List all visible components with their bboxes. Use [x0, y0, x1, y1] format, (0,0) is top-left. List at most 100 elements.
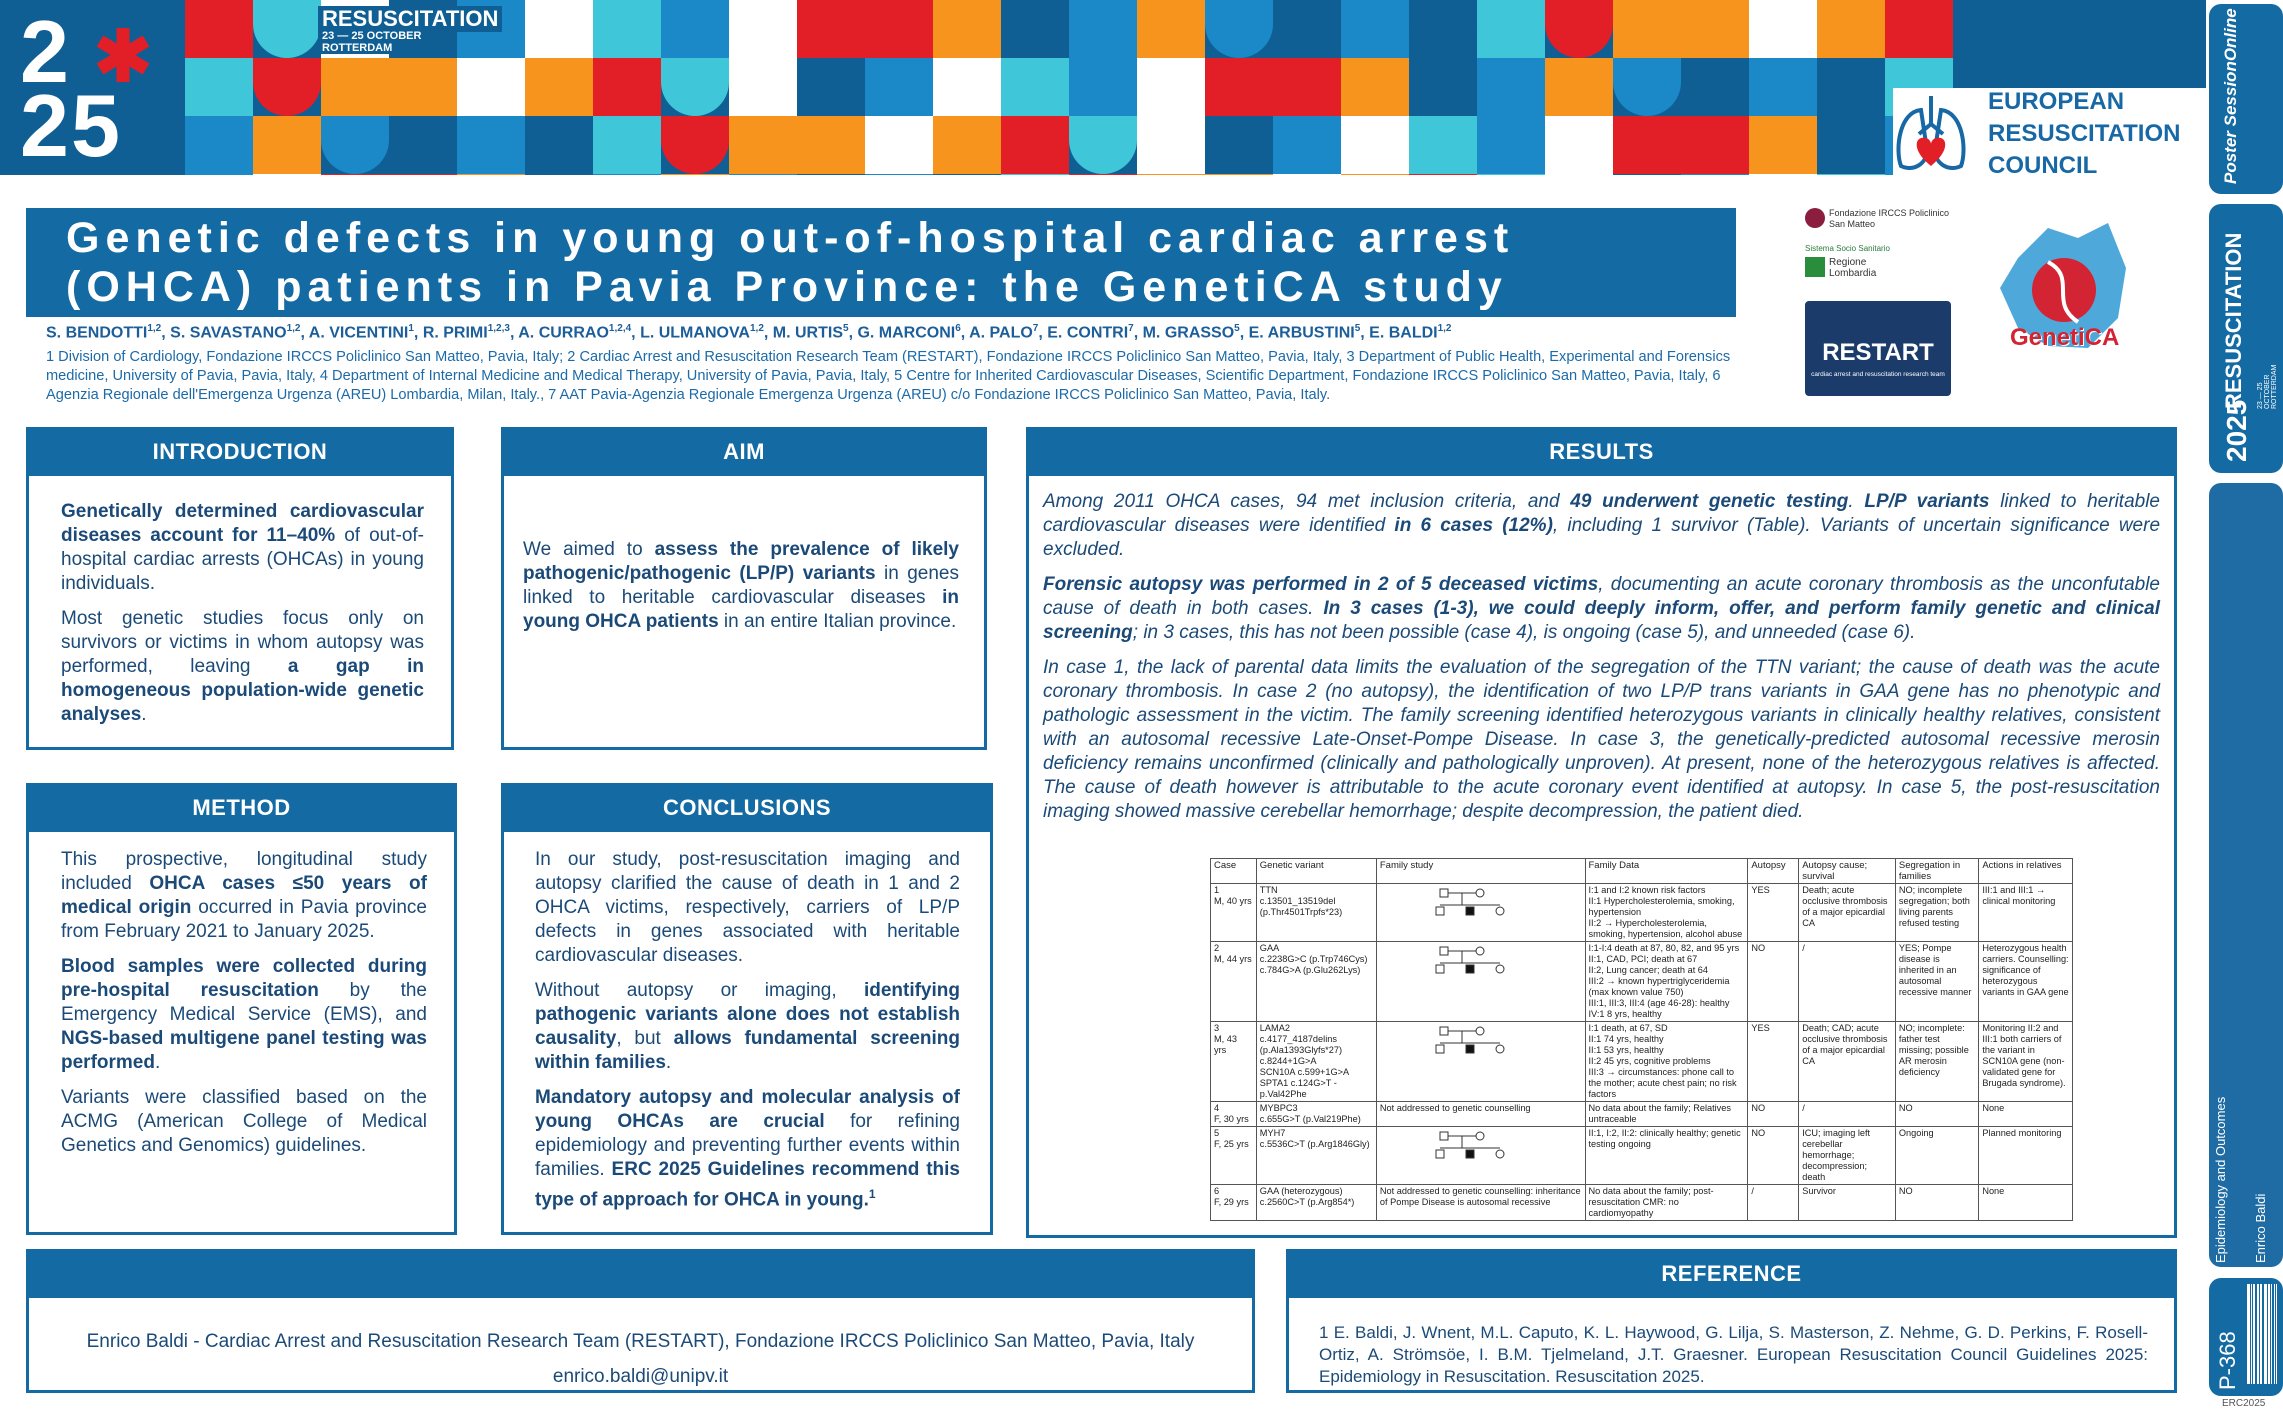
- banner-tile: [933, 174, 1001, 175]
- banner-tile: [865, 174, 933, 175]
- banner-tile: [321, 58, 389, 116]
- banner-tile: [1613, 58, 1681, 116]
- banner-tile: [1613, 0, 1681, 58]
- banner-tile: [321, 174, 389, 175]
- table-header-cell: Family study: [1375, 858, 1586, 884]
- banner-tile: [1137, 58, 1205, 116]
- table-cell: Heterozygous health carriers. Counsellin…: [1978, 941, 2073, 1022]
- banner-tile: [797, 116, 865, 174]
- banner-tile: [661, 58, 729, 116]
- text-run: , L. ULMANOVA: [631, 324, 750, 342]
- bold-run: Forensic autopsy was performed in 2 of 5…: [1043, 574, 1599, 595]
- banner-tile: [661, 174, 729, 175]
- bold-run: allows fundamental screening within fami…: [535, 1028, 961, 1073]
- banner-tile: [1681, 58, 1749, 116]
- banner-tile: [1681, 0, 1749, 58]
- table-cell: NO: [1747, 1126, 1800, 1185]
- text-run: .: [1848, 491, 1865, 512]
- paragraph: This prospective, longitudinal study inc…: [61, 848, 427, 944]
- text-run: , E. BALDI: [1360, 324, 1438, 342]
- text-run: linked to heritable cardiovascular disea…: [1043, 491, 2160, 536]
- banner-tile: [593, 116, 661, 174]
- banner-tile: [525, 58, 593, 116]
- superscript: 1: [408, 323, 414, 334]
- table-header-cell: Actions in relatives: [1978, 858, 2073, 884]
- text-run: occurred in Pavia province from February…: [61, 897, 428, 942]
- text-run: , S. SAVASTANO: [161, 324, 287, 342]
- barcode-bar: [2274, 1284, 2275, 1384]
- pedigree: [1375, 1021, 1586, 1102]
- barcode-bar: [2264, 1284, 2267, 1384]
- banner-tile: [1817, 174, 1885, 175]
- genetica-map: [2000, 223, 2126, 348]
- superscript: 1,2: [147, 323, 162, 334]
- banner-tiles: [185, 0, 1953, 175]
- banner-tile: [1681, 116, 1749, 174]
- table-cell: 2 M, 44 yrs: [1210, 941, 1257, 1022]
- bold-run: In 3 cases (1-3), we could deeply inform…: [1043, 598, 2160, 643]
- table-header-cell: Case: [1210, 858, 1257, 884]
- table-cell: Monitoring II:2 and III:1 both carriers …: [1978, 1021, 2073, 1102]
- table-cell: NO: [1747, 941, 1800, 1022]
- banner-tile: [253, 174, 321, 175]
- banner: 2 25 RESUSCITATION 23 — 25 OCTOBER ROTTE…: [0, 0, 2206, 175]
- introduction-box: INTRODUCTION Genetically determined cardi…: [26, 427, 454, 750]
- section-body: Among 2011 OHCA cases, 94 met inclusion …: [1029, 476, 2174, 824]
- fondazione-name: Fondazione IRCCS Policlinico San Matteo: [1829, 208, 1950, 229]
- title-line: Genetic defects in young out-of-hospital…: [66, 214, 1515, 262]
- fondazione-icon: [1805, 208, 1825, 228]
- banner-tile: [321, 116, 389, 174]
- banner-tile: [1545, 116, 1613, 174]
- superscript: 1,2,3: [487, 323, 510, 334]
- paragraph: Blood samples were collected during pre-…: [61, 955, 427, 1075]
- banner-tile: [1001, 0, 1069, 58]
- sidebar-pill: Poster SessionOnline: [2209, 4, 2283, 194]
- text-run: , G. MARCONI: [848, 324, 956, 342]
- table-cell: GAA c.2238G>C (p.Trp746Cys) c.784G>A (p.…: [1255, 941, 1377, 1022]
- barcode-bar: [2253, 1284, 2255, 1384]
- superscript: 1,2,4: [608, 323, 632, 334]
- table-row: 3 M, 43 yrs LAMA2 c.4177_4187delins (p.Al…: [1210, 1021, 2073, 1102]
- section-heading: METHOD: [29, 786, 454, 832]
- paragraph: In our study, post-resuscitation imaging…: [535, 848, 960, 968]
- text-run: , documenting an acute coronary thrombos…: [1043, 574, 2160, 619]
- superscript: 1,2: [749, 323, 764, 334]
- table-header-cell: Segregation in families: [1894, 858, 1980, 884]
- banner-tile: [1001, 174, 1069, 175]
- aim-box: AIM We aimed to assess the prevalence of …: [501, 427, 987, 750]
- banner-tile: [1409, 0, 1477, 58]
- banner-tile: [1205, 174, 1273, 175]
- banner-tile: [253, 116, 321, 174]
- results-box: RESULTS Among 2011 OHCA cases, 94 met inc…: [1026, 427, 2177, 1238]
- barcode-bar: [2260, 1284, 2262, 1384]
- text-run: in an entire Italian province.: [718, 611, 957, 632]
- bold-run: identifying pathogenic variants alone do…: [535, 980, 960, 1049]
- banner-tile: [1341, 174, 1409, 175]
- banner-tile: [1545, 0, 1613, 58]
- bold-run: 49 underwent genetic testing: [1570, 491, 1849, 512]
- section-body: This prospective, longitudinal study inc…: [29, 832, 454, 1158]
- table-cell: 5 F, 25 yrs: [1210, 1126, 1257, 1185]
- text-run: , R. PRIMI: [413, 324, 488, 342]
- conclusions-box: CONCLUSIONS In our study, post-resuscitat…: [501, 783, 993, 1235]
- table-cell: NO: [1894, 1101, 1980, 1127]
- table-cell: YES; Pompe disease is inherited in an au…: [1894, 941, 1980, 1022]
- pedigree: [1375, 883, 1586, 942]
- regione-name: Regione Lombardia: [1829, 257, 1877, 279]
- bold-run: in young OHCA patients: [523, 587, 959, 632]
- superscript: 1: [868, 1187, 876, 1201]
- table-cell: ICU; imaging left cerebellar hemorrhage;…: [1798, 1126, 1896, 1185]
- pedigree: [1375, 941, 1586, 1022]
- banner-tile: [1341, 58, 1409, 116]
- banner-tile: [865, 58, 933, 116]
- genetica-logo: GenetiCA: [1998, 218, 2130, 358]
- affiliations: 1 Division of Cardiology, Fondazione IRC…: [46, 349, 1731, 403]
- table-cell: NO; incomplete segregation; both living …: [1894, 883, 1980, 942]
- paragraph: Variants were classified based on the AC…: [61, 1086, 427, 1158]
- reference-box: REFERENCE 1 E. Baldi, J. Wnent, M.L. Capu…: [1286, 1249, 2177, 1393]
- banner-tile: [1205, 58, 1273, 116]
- superscript: 1,2: [286, 323, 301, 334]
- banner-tile: [1613, 116, 1681, 174]
- superscript: 1,2: [1437, 323, 1452, 334]
- table-header-cell: Autopsy: [1747, 858, 1800, 884]
